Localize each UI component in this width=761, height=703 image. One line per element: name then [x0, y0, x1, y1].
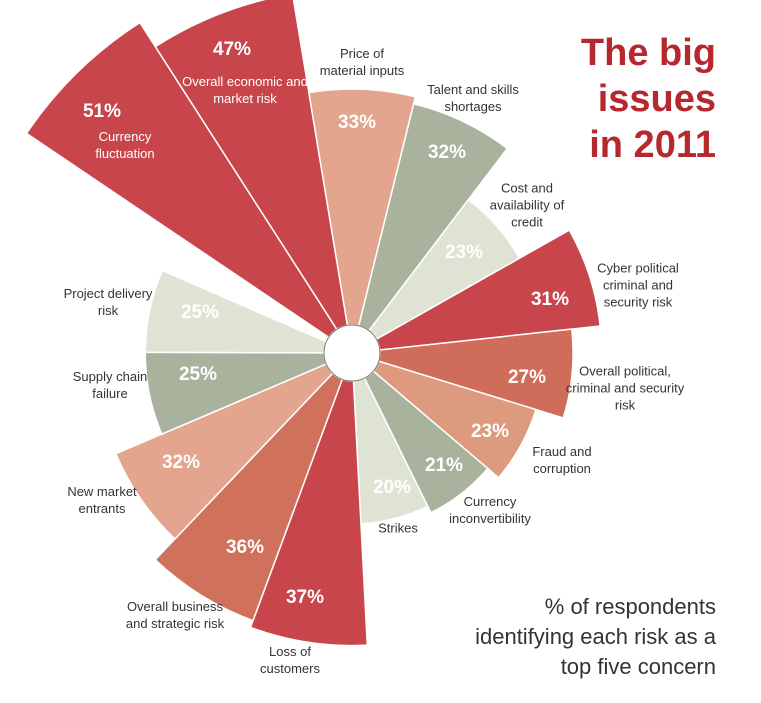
- value-label: 27%: [507, 367, 547, 388]
- category-label: Talent and skills shortages: [427, 82, 519, 114]
- value-label: 23%: [444, 242, 484, 263]
- category-label: New market entrants: [67, 484, 137, 516]
- category-label: Overall economic and market risk: [182, 74, 308, 106]
- value-label: 51%: [82, 101, 122, 122]
- category-label: Currency fluctuation: [95, 129, 155, 161]
- category-label: Overall political, criminal and security…: [565, 363, 685, 413]
- category-label: Price of material inputs: [319, 46, 405, 78]
- value-label: 37%: [285, 587, 325, 608]
- value-label: 25%: [180, 302, 220, 323]
- chart-subtitle: % of respondents identifying each risk a…: [475, 594, 716, 679]
- category-label: Cost and availability of credit: [489, 180, 565, 230]
- chart-title: The big issues in 2011: [580, 32, 716, 166]
- value-label: 21%: [424, 455, 464, 476]
- center-hole: [323, 324, 381, 382]
- value-label: 25%: [178, 364, 218, 385]
- value-label: 23%: [470, 421, 510, 442]
- category-label: Currency inconvertibility: [449, 494, 531, 526]
- category-label: Fraud and corruption: [532, 444, 592, 476]
- category-label: Cyber political criminal and security ri…: [597, 260, 679, 310]
- category-label: Project delivery risk: [63, 286, 153, 318]
- category-label: Strikes: [378, 520, 418, 536]
- value-label: 31%: [530, 289, 570, 310]
- value-label: 20%: [372, 477, 412, 498]
- category-label: Loss of customers: [260, 644, 320, 676]
- value-label: 47%: [212, 39, 252, 60]
- category-label: Supply chain failure: [72, 369, 148, 401]
- category-label: Overall business and strategic risk: [125, 599, 225, 631]
- value-label: 33%: [337, 112, 377, 133]
- value-label: 32%: [161, 452, 201, 473]
- value-label: 36%: [225, 537, 265, 558]
- value-label: 32%: [427, 142, 467, 163]
